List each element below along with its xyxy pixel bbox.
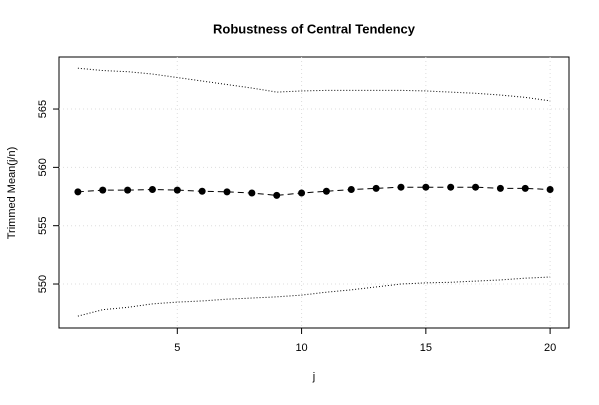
point xyxy=(372,184,380,192)
point xyxy=(546,186,554,194)
y-tick-label: 560 xyxy=(37,158,49,176)
y-axis-label: Trimmed Mean(j/n) xyxy=(6,147,18,240)
point xyxy=(347,186,355,194)
x-tick-label: 10 xyxy=(295,342,307,354)
point xyxy=(223,188,231,196)
plot-frame xyxy=(58,56,570,329)
point xyxy=(124,186,132,194)
x-tick-label: 20 xyxy=(544,342,556,354)
point xyxy=(496,184,504,192)
point xyxy=(248,189,256,197)
series-line xyxy=(77,276,551,317)
y-tick-label: 565 xyxy=(37,100,49,118)
point xyxy=(198,187,206,195)
x-tick-label: 15 xyxy=(420,342,432,354)
point xyxy=(322,187,330,195)
point xyxy=(397,183,405,191)
point xyxy=(273,191,281,199)
point xyxy=(521,184,529,192)
point xyxy=(99,186,107,194)
point xyxy=(298,189,306,197)
point xyxy=(472,183,480,191)
point xyxy=(148,186,156,194)
y-tick-label: 555 xyxy=(37,217,49,235)
y-tick-label: 550 xyxy=(37,275,49,293)
point xyxy=(173,186,181,194)
x-axis-label: j xyxy=(312,371,315,383)
point xyxy=(447,183,455,191)
chart-title: Robustness of Central Tendency xyxy=(213,21,416,36)
series-line xyxy=(77,186,551,196)
point xyxy=(74,188,82,196)
x-tick-label: 5 xyxy=(174,342,180,354)
series-line xyxy=(77,67,551,102)
point xyxy=(422,183,430,191)
